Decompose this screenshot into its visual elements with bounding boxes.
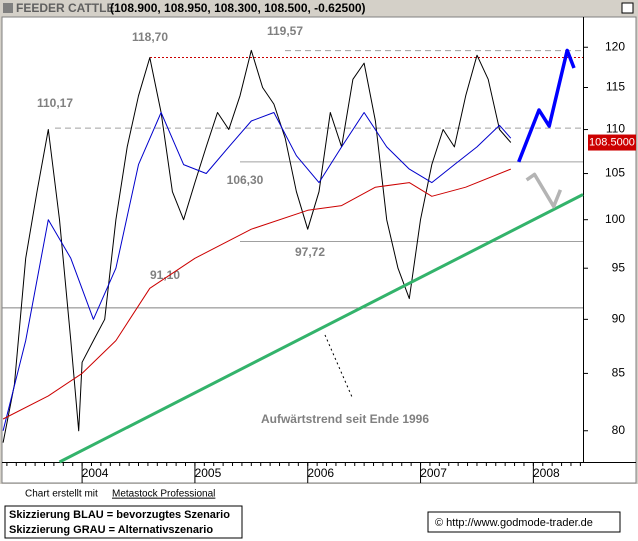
x-tick-label: 2005 [195, 466, 222, 480]
level-label: 110,17 [37, 96, 73, 110]
footer-software[interactable]: Metastock Professional [112, 489, 215, 500]
last-price-label: 108.5000 [589, 136, 635, 148]
series-line [2, 168, 511, 420]
y-tick-label: 100 [605, 212, 625, 226]
x-tick-label: 2008 [533, 466, 560, 480]
y-tick-label: 85 [612, 366, 626, 380]
chart-title: FEEDER CATTLE [16, 1, 114, 15]
level-label: 97,72 [295, 245, 325, 259]
y-tick-label: 80 [612, 423, 626, 437]
window-button[interactable] [621, 2, 634, 14]
trend-annotation: Aufwärtstrend seit Ende 1996 [261, 412, 429, 426]
x-axis-line [2, 462, 636, 463]
level-label: 91,10 [150, 268, 180, 282]
plot-background [1, 16, 637, 484]
copyright-box [427, 511, 621, 533]
legend-text: Skizzierung BLAU = bevorzugtes Szenario [9, 509, 230, 521]
y-tick-label: 105 [605, 166, 625, 180]
series-line [2, 112, 512, 431]
series-line [525, 172, 563, 209]
y-tick-label: 120 [605, 39, 625, 53]
last-price-box [588, 134, 636, 151]
series-line [517, 48, 576, 163]
x-tick-label: 2004 [82, 466, 109, 480]
level-label: 119,57 [267, 24, 303, 38]
y-tick-label: 95 [612, 260, 626, 274]
y-axis-line [583, 17, 584, 463]
series-line [2, 49, 512, 443]
x-tick-label: 2006 [307, 466, 334, 480]
level-label: 106,30 [227, 173, 264, 187]
y-tick-label: 110 [606, 122, 625, 136]
legend-box [4, 505, 243, 539]
annotation-pointer [324, 334, 353, 398]
y-tick-label: 90 [612, 312, 626, 326]
chart-subtitle: (108.900, 108.950, 108.300, 108.500, -0.… [110, 1, 366, 15]
level-label: 118,70 [132, 30, 168, 44]
copyright[interactable]: © http://www.godmode-trader.de [435, 517, 593, 529]
legend-text: Skizzierung GRAU = Alternativszenario [9, 524, 213, 536]
footer-credit: Chart erstellt mit [25, 489, 98, 500]
icon [3, 3, 13, 13]
series-line [58, 193, 584, 464]
y-tick-label: 115 [606, 80, 625, 94]
x-tick-label: 2007 [420, 466, 447, 480]
